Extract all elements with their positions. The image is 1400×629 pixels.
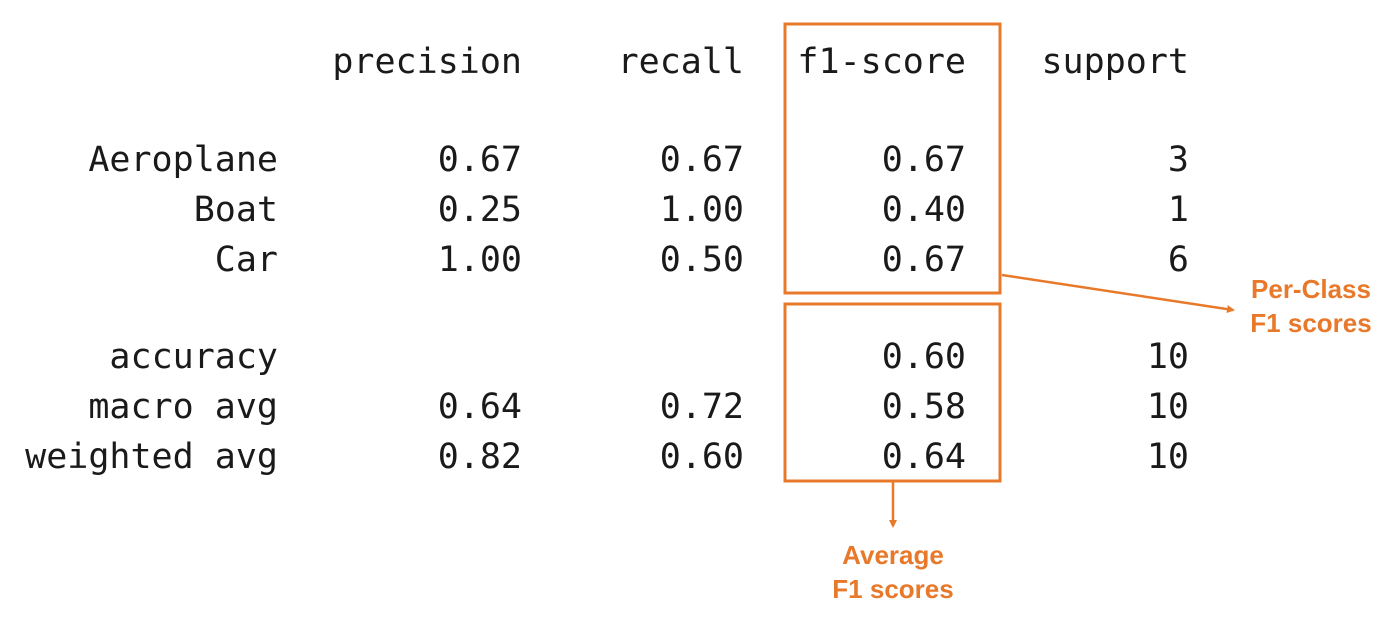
f1-value: 0.67 [881, 140, 966, 180]
support-value: 3 [1167, 140, 1189, 180]
row-label: weighted avg [25, 437, 278, 477]
precision-value: 0.25 [437, 190, 522, 230]
average-annotation-line1: Average [842, 540, 944, 570]
header-recall: recall [617, 42, 744, 82]
recall-value: 1.00 [659, 190, 744, 230]
per-class-arrow [1001, 273, 1235, 314]
support-value: 10 [1146, 437, 1189, 477]
per-class-annotation-line1: Per-Class [1251, 274, 1371, 304]
precision-value: 0.64 [437, 387, 522, 427]
header-support: support [1041, 42, 1189, 82]
support-value: 10 [1146, 337, 1189, 377]
average-highlight-box [783, 302, 1002, 483]
header-precision: precision [332, 42, 522, 82]
row-label: accuracy [109, 337, 278, 377]
average-annotation: Average F1 scores [818, 538, 968, 606]
recall-value: 0.60 [659, 437, 744, 477]
precision-value: 0.67 [437, 140, 522, 180]
row-label: Car [214, 240, 278, 280]
f1-value: 0.64 [881, 437, 966, 477]
per-class-highlight-box [783, 22, 1002, 295]
per-class-annotation-line2: F1 scores [1250, 308, 1372, 338]
recall-value: 0.50 [659, 240, 744, 280]
header-f1-score: f1-score [797, 42, 966, 82]
f1-value: 0.67 [881, 240, 966, 280]
average-annotation-line2: F1 scores [832, 574, 954, 604]
f1-value: 0.40 [881, 190, 966, 230]
f1-value: 0.60 [881, 337, 966, 377]
f1-value: 0.58 [881, 387, 966, 427]
row-label: Aeroplane [88, 140, 278, 180]
support-value: 1 [1167, 190, 1189, 230]
row-label: macro avg [88, 387, 278, 427]
support-value: 6 [1167, 240, 1189, 280]
per-class-annotation: Per-Class F1 scores [1236, 272, 1386, 340]
support-value: 10 [1146, 387, 1189, 427]
recall-value: 0.67 [659, 140, 744, 180]
precision-value: 1.00 [437, 240, 522, 280]
precision-value: 0.82 [437, 437, 522, 477]
row-label: Boat [193, 190, 278, 230]
recall-value: 0.72 [659, 387, 744, 427]
